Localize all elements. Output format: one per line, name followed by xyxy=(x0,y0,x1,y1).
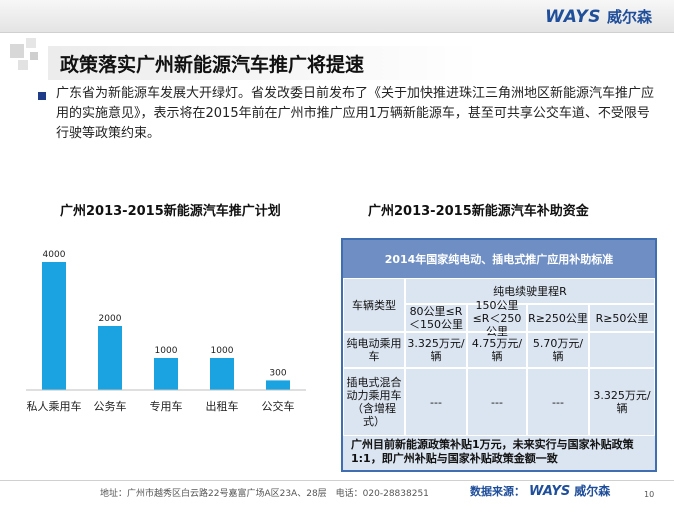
data-source: 数据来源： WAYS 威尔森 xyxy=(470,482,610,499)
top-bar: WAYS 威尔森 xyxy=(0,0,674,33)
logo-text-en: WAYS xyxy=(545,7,601,27)
col-header-4: R≥50公里 xyxy=(589,304,655,332)
bev-cell-2: 4.75万元/辆 xyxy=(467,332,527,368)
left-chart-title: 广州2013-2015新能源汽车推广计划 xyxy=(60,204,281,219)
bar-value-label: 2000 xyxy=(99,314,122,324)
phev-cell-2: --- xyxy=(467,368,527,436)
data-source-logo-en: WAYS xyxy=(529,484,571,499)
footer-divider xyxy=(0,480,674,481)
phev-cell-1: --- xyxy=(405,368,467,436)
page-title: 政策落实广州新能源汽车推广将提速 xyxy=(60,54,365,76)
bar-0 xyxy=(42,262,66,390)
data-source-label: 数据来源： xyxy=(470,485,525,498)
promotion-plan-bar-chart: 4000 私人乘用车 2000 公务车 1000 专用车 1000 出租车 300 公交车 xyxy=(26,250,306,413)
col-header-2: 150公里≤R＜250公里 xyxy=(467,299,527,338)
bar-3 xyxy=(210,358,234,390)
subsidy-table: 2014年国家纯电动、插电式推广应用补助标准 车辆类型 纯电续驶里程R 80公里… xyxy=(341,238,657,472)
bar-value-label: 4000 xyxy=(43,250,66,260)
page-number: 10 xyxy=(644,490,655,499)
decorative-squares-icon xyxy=(10,38,38,70)
range-group-header: 纯电续驶里程R xyxy=(405,278,655,304)
bar-4 xyxy=(266,380,290,390)
row-label-phev: 插电式混合动力乘用车（含增程式） xyxy=(343,368,405,436)
row-label-bev: 纯电动乘用车 xyxy=(343,332,405,368)
subsidy-table-note: 广州目前新能源政策补贴1万元，未来实行与国家补贴政策1:1，即广州补贴与国家补贴… xyxy=(351,438,634,465)
phev-cell-4: 3.325万元/辆 xyxy=(589,368,655,436)
title-band xyxy=(48,46,668,80)
bullet-square-icon xyxy=(38,92,46,100)
body-paragraph: 广东省为新能源车发展大开绿灯。省发改委日前发布了《关于加快推进珠江三角洲地区新能… xyxy=(56,86,655,141)
category-label: 专用车 xyxy=(150,399,183,413)
subsidy-table-header: 2014年国家纯电动、插电式推广应用补助标准 xyxy=(343,240,655,278)
col-header-3: R≥250公里 xyxy=(527,304,589,332)
bar-1 xyxy=(98,326,122,390)
bev-cell-3: 5.70万元/辆 xyxy=(527,332,589,368)
phev-cell-3: --- xyxy=(527,368,589,436)
vehicle-type-header: 车辆类型 xyxy=(343,278,405,332)
bar-value-label: 300 xyxy=(269,368,286,378)
category-label: 公交车 xyxy=(262,399,295,413)
ways-logo: WAYS 威尔森 xyxy=(545,6,652,27)
data-source-logo-cn: 威尔森 xyxy=(574,484,611,498)
bev-cell-1: 3.325万元/辆 xyxy=(405,332,467,368)
footer-address: 地址：广州市越秀区白云路22号嘉富广场A区23A、28层 电话：020-2883… xyxy=(100,489,429,499)
bar-value-label: 1000 xyxy=(155,346,178,356)
category-label: 公务车 xyxy=(94,399,127,413)
bev-cell-4 xyxy=(589,332,655,368)
col-header-1: 80公里≤R＜150公里 xyxy=(405,304,467,332)
right-chart-title: 广州2013-2015新能源汽车补助资金 xyxy=(368,204,589,219)
category-label: 私人乘用车 xyxy=(27,399,82,413)
category-label: 出租车 xyxy=(206,399,239,413)
logo-text-cn: 威尔森 xyxy=(606,8,652,26)
bar-value-label: 1000 xyxy=(211,346,234,356)
bar-2 xyxy=(154,358,178,390)
